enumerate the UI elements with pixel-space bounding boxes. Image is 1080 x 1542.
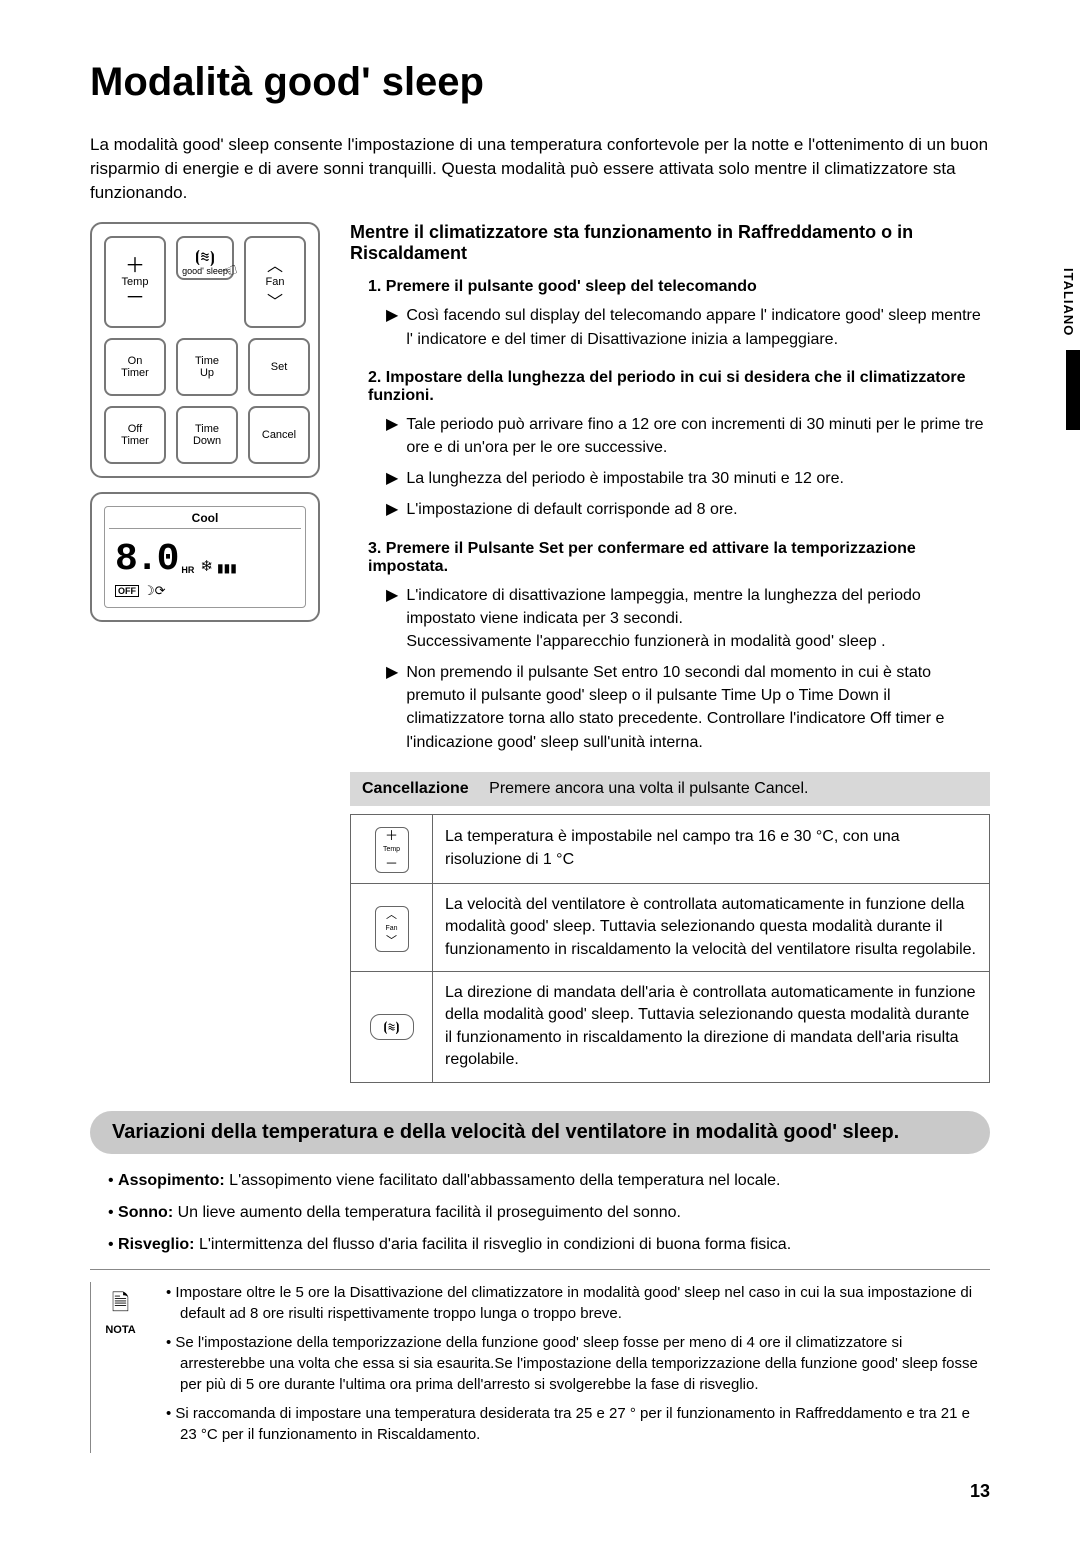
phase-list: Assopimento: L'assopimento viene facilit… <box>90 1170 990 1257</box>
table-r3-text: La direzione di mandata dell'aria è cont… <box>433 972 990 1083</box>
step-1: 1. Premere il pulsante good' sleep del t… <box>350 278 990 350</box>
temp-button: ＋ Temp － <box>104 236 166 328</box>
remote-illustration: ＋ Temp － ⦗≋⦘ good' sleep ☜ ︿ Fan ﹀ <box>90 222 320 478</box>
phase-3-label: Risveglio: <box>118 1236 194 1253</box>
table-row: ＋ Temp － La temperatura è impostabile ne… <box>351 814 990 883</box>
note-box: 🗎 NOTA Impostare oltre le 5 ore la Disat… <box>90 1269 990 1453</box>
step-3: 3. Premere il Pulsante Set per confermar… <box>350 540 990 754</box>
fan-mini-icon: ︿ Fan ﹀ <box>375 906 409 952</box>
off-indicator: OFF <box>115 585 139 597</box>
step-3-b2: Non premendo il pulsante Set entro 10 se… <box>406 661 990 754</box>
on-timer-button: On Timer <box>104 338 166 396</box>
step-2-b2: La lunghezza del periodo è impostabile t… <box>406 467 844 490</box>
language-tab: ITALIANO <box>1057 260 1080 344</box>
set-button: Set <box>248 338 310 396</box>
moon-icon: ☽⟳ <box>143 583 166 599</box>
step-1-title: 1. Premere il pulsante good' sleep del t… <box>350 278 990 296</box>
step-2-b1: Tale periodo può arrivare fino a 12 ore … <box>406 413 990 459</box>
step-1-b1: Così facendo sul display del telecomando… <box>406 304 990 350</box>
table-row: ⦗≋⦘ La direzione di mandata dell'aria è … <box>351 972 990 1083</box>
snowflake-icon: ❄ <box>200 557 213 575</box>
time-down-button: Time Down <box>176 406 238 464</box>
step-2: 2. Impostare della lunghezza del periodo… <box>350 369 990 522</box>
section-bar: Variazioni della temperatura e della vel… <box>90 1111 990 1154</box>
fan-button: ︿ Fan ﹀ <box>244 236 306 328</box>
table-r1-text: La temperatura è impostabile nel campo t… <box>433 814 990 883</box>
note-1: Impostare oltre le 5 ore la Disattivazio… <box>166 1282 990 1324</box>
step-3-title: 3. Premere il Pulsante Set per confermar… <box>350 540 990 576</box>
airflow-mini-icon: ⦗≋⦘ <box>370 1014 414 1040</box>
page-number: 13 <box>90 1481 990 1502</box>
note-3: Si raccomanda di impostare una temperatu… <box>166 1403 990 1445</box>
display-illustration: Cool 8.0 HR ❄ ▮▮▮ OFF ☽⟳ <box>90 492 320 622</box>
phase-2-text: Un lieve aumento della temperatura facil… <box>178 1204 681 1221</box>
cancel-button: Cancel <box>248 406 310 464</box>
temp-mini-icon: ＋ Temp － <box>375 827 409 873</box>
tab-mark <box>1066 350 1080 430</box>
time-up-button: Time Up <box>176 338 238 396</box>
step-2-b3: L'impostazione di default corrisponde ad… <box>406 498 737 521</box>
phase-3-text: L'intermittenza del flusso d'aria facili… <box>199 1236 791 1253</box>
hr-label: HR <box>181 565 194 575</box>
fan-label: Fan <box>266 276 285 288</box>
controls-table: ＋ Temp － La temperatura è impostabile ne… <box>350 814 990 1083</box>
display-digits: 8.0 <box>115 541 177 579</box>
hand-icon: ☜ <box>219 259 241 284</box>
phase-2-label: Sonno: <box>118 1204 173 1221</box>
note-2: Se l'impostazione della temporizzazione … <box>166 1332 990 1395</box>
step-2-title: 2. Impostare della lunghezza del periodo… <box>350 369 990 405</box>
phase-1-text: L'assopimento viene facilitato dall'abba… <box>229 1172 780 1189</box>
table-row: ︿ Fan ﹀ La velocità del ventilatore è co… <box>351 883 990 971</box>
cool-label: Cool <box>109 511 301 529</box>
cancel-label: Cancellazione <box>362 780 469 797</box>
page-title: Modalità good' sleep <box>90 60 990 105</box>
good-sleep-button: ⦗≋⦘ good' sleep ☜ <box>176 236 234 280</box>
off-timer-button: Off Timer <box>104 406 166 464</box>
phase-1: Assopimento: L'assopimento viene facilit… <box>108 1170 990 1192</box>
sub-heading: Mentre il climatizzatore sta funzionamen… <box>350 222 990 264</box>
note-label: NOTA <box>91 1324 150 1336</box>
intro-text: La modalità good' sleep consente l'impos… <box>90 133 990 204</box>
signal-icon: ▮▮▮ <box>217 561 237 575</box>
cancel-text: Premere ancora una volta il pulsante Can… <box>489 780 808 797</box>
phase-1-label: Assopimento: <box>118 1172 225 1189</box>
cancel-row: Cancellazione Premere ancora una volta i… <box>350 772 990 806</box>
phase-3: Risveglio: L'intermittenza del flusso d'… <box>108 1234 990 1256</box>
table-r2-text: La velocità del ventilatore è controllat… <box>433 883 990 971</box>
step-3-b1: L'indicatore di disattivazione lampeggia… <box>406 584 990 654</box>
phase-2: Sonno: Un lieve aumento della temperatur… <box>108 1202 990 1224</box>
note-icon: 🗎 <box>91 1286 150 1324</box>
